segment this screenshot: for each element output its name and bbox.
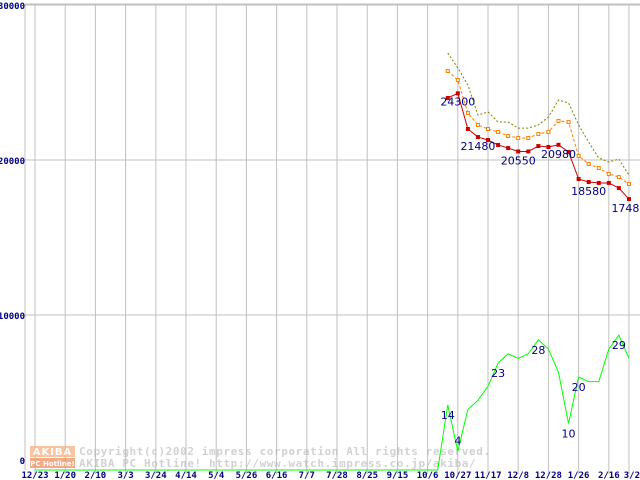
x-tick-label: 1/26	[568, 471, 590, 480]
data-point	[465, 111, 470, 116]
data-label: 20	[572, 381, 586, 394]
data-label: 29	[612, 339, 626, 352]
data-point	[606, 180, 611, 185]
data-point	[556, 118, 561, 123]
data-label: 17480	[611, 202, 640, 215]
data-point	[586, 162, 591, 167]
x-tick-label: 7/7	[299, 471, 315, 480]
watermark: AKIBA PC Hotline! Copyright(c)2002 impre…	[30, 445, 491, 470]
x-tick-label: 3/24	[145, 471, 167, 480]
x-tick-label: 5/26	[236, 471, 258, 480]
x-tick-label: 8/25	[356, 471, 378, 480]
data-label: 24300	[440, 95, 475, 108]
data-label: 10	[562, 428, 576, 441]
data-point	[566, 149, 571, 154]
series-group	[35, 52, 631, 471]
y-tick-label: 10000	[0, 312, 25, 322]
data-point	[526, 149, 531, 154]
y-tick-label: 30000	[0, 2, 25, 12]
x-tick-label: 12/23	[21, 471, 48, 480]
data-point	[455, 78, 460, 83]
data-point	[536, 131, 541, 136]
data-label: 23	[491, 367, 505, 380]
data-point	[475, 135, 480, 140]
data-point	[566, 120, 571, 125]
data-point	[576, 153, 581, 158]
x-tick-label: 3/2	[624, 471, 640, 480]
x-tick-label: 12/8	[507, 471, 529, 480]
data-point	[455, 91, 460, 96]
data-labels: 24300 21480 20550 20980 18580 17480 14 4 23 28 10 2…	[440, 95, 640, 447]
logo-top-box	[30, 446, 75, 457]
x-tick-label: 1/20	[54, 471, 76, 480]
x-tick-label: 9/15	[387, 471, 409, 480]
data-point	[586, 180, 591, 185]
logo-bottom-box	[30, 458, 75, 468]
data-point	[465, 127, 470, 131]
series-line-max	[447, 52, 630, 176]
y-tick-label: 20000	[0, 157, 25, 167]
data-point	[596, 180, 601, 185]
data-point	[526, 135, 531, 140]
data-point	[576, 177, 581, 182]
data-point	[626, 182, 631, 187]
data-label: 21480	[460, 140, 495, 153]
x-tick-label: 5/4	[208, 471, 225, 480]
series-line-shop-count	[35, 334, 630, 471]
x-tick-label: 4/14	[175, 471, 197, 480]
data-point	[546, 129, 551, 134]
x-axis-ticks: 12/23 1/20 2/10 3/3 3/24 4/14 5/4 5/26 6/16 7/7 7/…	[21, 471, 640, 480]
data-point	[606, 171, 611, 176]
data-point	[596, 166, 601, 171]
series-line-average	[447, 70, 630, 185]
data-point	[486, 127, 491, 131]
grid-lines	[24, 3, 640, 474]
x-tick-label: 7/28	[326, 471, 348, 480]
data-label: 14	[441, 409, 455, 422]
data-point	[616, 175, 621, 180]
data-point	[536, 144, 541, 149]
data-point	[616, 186, 621, 191]
data-point	[496, 142, 501, 147]
data-point	[516, 149, 521, 154]
data-point	[475, 122, 480, 127]
x-tick-label: 12/28	[535, 471, 562, 480]
data-point	[445, 96, 450, 100]
y-tick-label: 0	[20, 457, 25, 467]
y-axis-ticks: 30000 20000 10000 0	[0, 2, 25, 467]
x-tick-label: 3/3	[117, 471, 133, 480]
data-point	[445, 69, 450, 74]
data-label: 20550	[501, 154, 536, 167]
data-label: 4	[454, 434, 461, 447]
data-point	[496, 129, 501, 134]
data-label: 28	[531, 344, 545, 357]
data-point	[556, 142, 561, 147]
data-point	[486, 138, 491, 143]
x-tick-label: 10/27	[444, 471, 471, 480]
data-point	[506, 146, 511, 151]
x-tick-label: 6/16	[266, 471, 288, 480]
url-text: AKIBA PC Hotline! http://www.watch.impre…	[79, 457, 476, 470]
x-tick-label: 10/6	[417, 471, 439, 480]
logo-top-text: AKIBA	[33, 447, 73, 458]
data-point	[506, 133, 511, 138]
data-point	[516, 135, 521, 140]
data-point	[626, 197, 631, 202]
x-tick-label: 2/10	[85, 471, 107, 480]
data-label: 18580	[571, 185, 606, 198]
x-tick-label: 2/16	[598, 471, 620, 480]
data-point	[546, 144, 551, 149]
logo-bottom-text: PC Hotline!	[30, 460, 74, 468]
copyright-text: Copyright(c)2002 impress corporation All…	[79, 445, 491, 458]
x-tick-label: 11/17	[474, 471, 501, 480]
data-label: 20980	[541, 148, 576, 161]
